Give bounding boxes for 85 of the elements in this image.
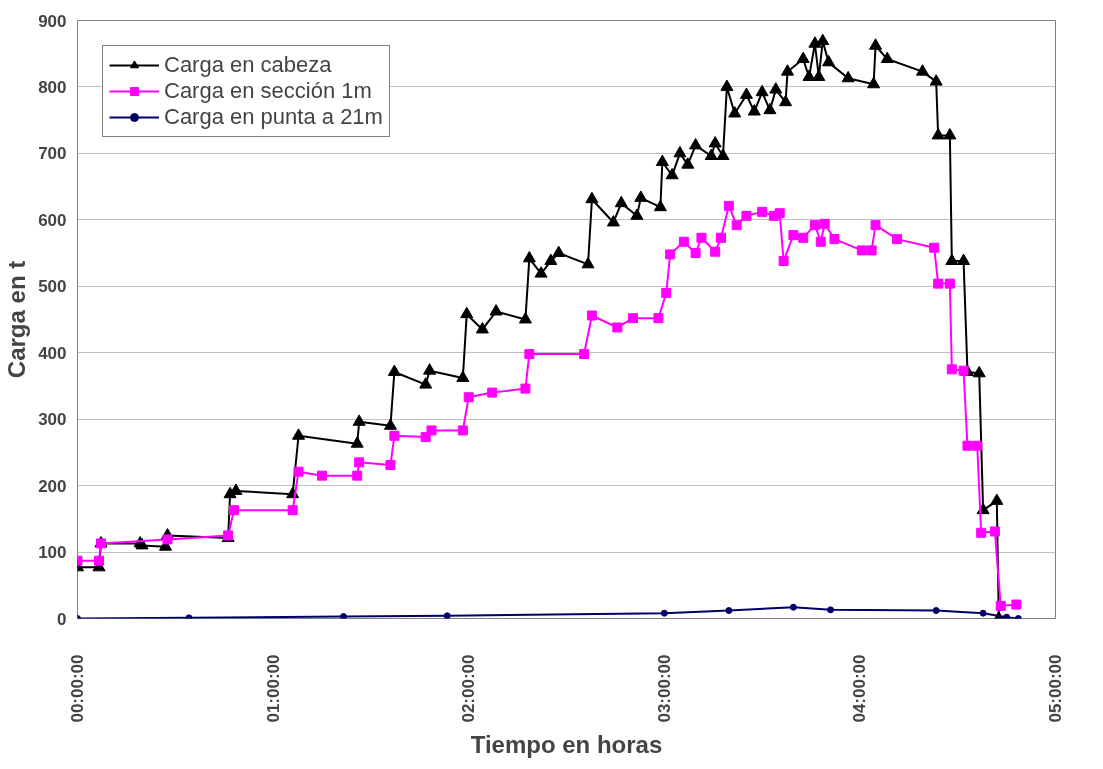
point	[815, 236, 826, 247]
point	[788, 230, 799, 241]
point	[741, 210, 752, 221]
x-axis-title: Tiempo en horas	[470, 730, 663, 758]
point	[798, 232, 809, 243]
point	[972, 440, 983, 451]
point	[463, 392, 474, 403]
point	[929, 242, 940, 253]
point	[228, 505, 239, 516]
x-tick-label: 01:00:00	[263, 654, 283, 723]
y-tick-label: 800	[38, 77, 67, 97]
point	[579, 349, 590, 360]
y-axis-title: Carga en t	[3, 260, 31, 379]
point	[661, 287, 672, 298]
point	[443, 612, 451, 619]
point	[287, 505, 298, 516]
point	[653, 313, 664, 324]
point	[829, 234, 840, 245]
point	[612, 322, 623, 333]
point	[665, 249, 676, 260]
point	[933, 278, 944, 289]
point	[725, 607, 733, 615]
point	[457, 425, 468, 436]
point	[1003, 613, 1011, 619]
point	[979, 609, 987, 617]
point	[1011, 599, 1022, 610]
point	[976, 527, 987, 538]
y-tick-label: 400	[38, 343, 67, 363]
point	[660, 609, 668, 617]
point	[162, 534, 173, 545]
point	[892, 234, 903, 245]
point	[989, 526, 1000, 537]
point	[819, 218, 830, 229]
point	[710, 246, 721, 257]
y-tick-label: 0	[57, 609, 67, 629]
point	[487, 387, 498, 398]
x-tick-label: 05:00:00	[1046, 654, 1065, 723]
legend-label: Carga en punta a 21m	[164, 104, 383, 130]
point	[317, 470, 327, 481]
point	[809, 220, 820, 231]
point	[690, 248, 701, 259]
y-tick-label: 100	[38, 543, 67, 563]
point	[520, 383, 531, 394]
x-tick-label: 00:00:00	[68, 654, 87, 723]
point	[958, 365, 969, 376]
point	[293, 466, 304, 477]
y-tick-label: 900	[38, 11, 67, 31]
point	[995, 600, 1006, 611]
point	[524, 349, 535, 360]
point	[723, 200, 734, 211]
point	[678, 236, 689, 247]
y-tick-label: 200	[38, 476, 67, 496]
y-tick-label: 600	[38, 210, 67, 230]
point	[340, 613, 348, 619]
point	[932, 607, 940, 615]
point	[757, 206, 768, 217]
point	[774, 208, 785, 219]
point	[696, 232, 707, 243]
point	[866, 245, 877, 256]
point	[778, 256, 789, 267]
legend-label: Carga en sección 1m	[164, 78, 372, 104]
point	[628, 313, 638, 324]
point	[856, 245, 867, 256]
y-tick-label: 700	[38, 144, 67, 164]
point	[731, 220, 742, 231]
legend-label: Carga en cabeza	[164, 52, 332, 78]
point	[586, 310, 597, 321]
point	[352, 470, 363, 481]
point	[385, 460, 396, 471]
x-tick-label: 03:00:00	[654, 654, 674, 723]
point	[716, 232, 727, 243]
x-tick-label: 02:00:00	[459, 654, 479, 723]
point	[789, 603, 797, 611]
y-tick-label: 300	[38, 410, 67, 430]
point	[354, 457, 365, 468]
point	[962, 440, 973, 451]
point	[426, 425, 437, 436]
point	[389, 430, 400, 441]
point	[94, 555, 105, 566]
point	[944, 278, 955, 289]
point	[870, 220, 881, 231]
x-tick-label: 04:00:00	[850, 654, 870, 723]
y-tick-label: 500	[38, 277, 67, 297]
point	[827, 606, 835, 614]
point	[946, 364, 957, 375]
